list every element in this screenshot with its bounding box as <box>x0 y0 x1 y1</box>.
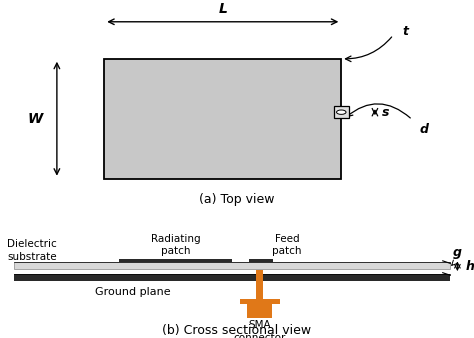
Text: (b) Cross sectional view: (b) Cross sectional view <box>163 324 311 337</box>
Bar <box>247 304 272 318</box>
Bar <box>104 59 341 178</box>
Bar <box>14 262 450 269</box>
Bar <box>240 299 280 304</box>
Text: (a) Top view: (a) Top view <box>199 193 275 206</box>
Text: d: d <box>419 123 428 136</box>
Text: Radiating
patch: Radiating patch <box>151 234 200 257</box>
Bar <box>249 259 273 262</box>
Text: s: s <box>382 106 390 119</box>
Text: g: g <box>452 246 462 265</box>
Text: h: h <box>466 260 474 273</box>
Bar <box>14 274 450 281</box>
Text: t: t <box>403 25 409 38</box>
Bar <box>334 106 349 118</box>
Circle shape <box>337 110 346 114</box>
Text: SMA
connector: SMA connector <box>234 320 286 338</box>
Text: Feed
patch: Feed patch <box>273 234 302 257</box>
Text: W: W <box>28 112 43 126</box>
Bar <box>118 259 232 262</box>
Bar <box>14 269 450 274</box>
Text: Dielectric
substrate: Dielectric substrate <box>7 239 57 262</box>
Bar <box>256 270 263 299</box>
Text: Ground plane: Ground plane <box>95 287 171 297</box>
Text: L: L <box>219 2 227 16</box>
